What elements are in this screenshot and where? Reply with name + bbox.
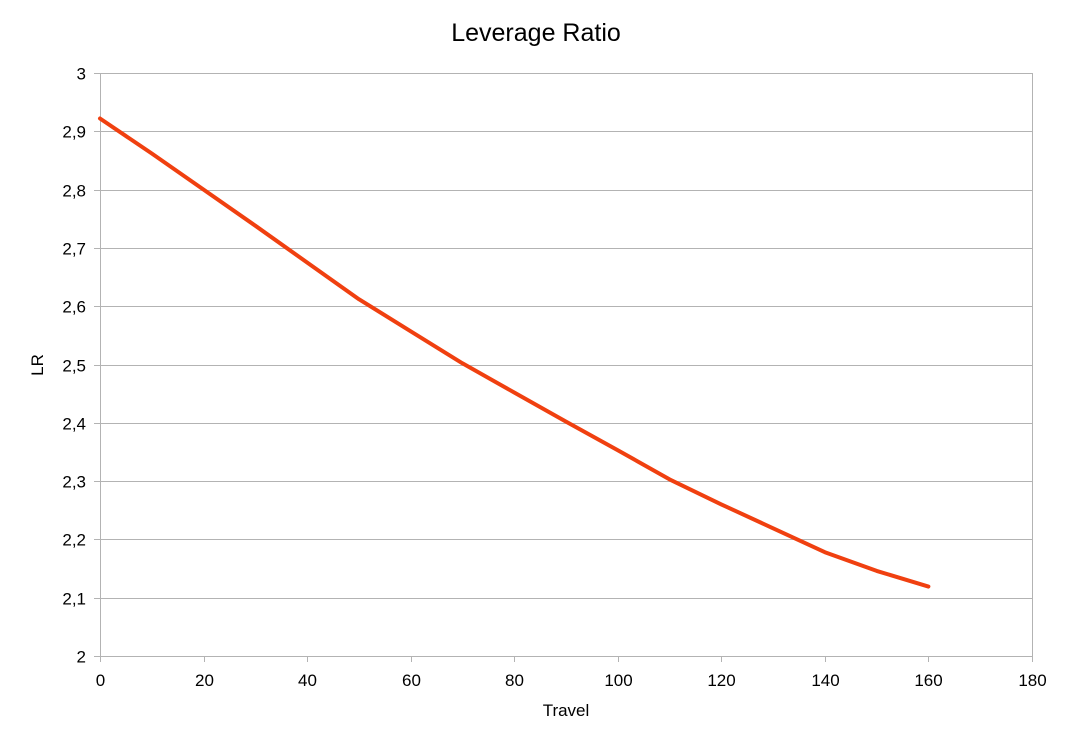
plot-area — [100, 73, 1033, 662]
x-tick-label: 140 — [811, 671, 839, 690]
x-tick-label: 60 — [402, 671, 421, 690]
y-tick-label: 2,3 — [62, 473, 86, 492]
series-line-leverage-ratio — [98, 116, 931, 589]
x-axis-title: Travel — [543, 701, 590, 720]
y-tick-label: 3 — [77, 65, 86, 84]
series-layer — [98, 116, 931, 589]
y-tick-label: 2,7 — [62, 240, 86, 259]
y-tick-label: 2,1 — [62, 590, 86, 609]
x-tick-label: 180 — [1018, 671, 1046, 690]
y-tick-label: 2,6 — [62, 298, 86, 317]
y-tick-label: 2,2 — [62, 531, 86, 550]
x-tick-label: 20 — [195, 671, 214, 690]
x-tick-label: 160 — [914, 671, 942, 690]
y-axis-title: LR — [28, 354, 47, 376]
y-tick-label: 2 — [77, 648, 86, 667]
chart-title: Leverage Ratio — [451, 19, 621, 47]
x-axis-ticks: 0 20 40 60 80 100 120 140 160 180 — [96, 656, 1047, 690]
x-tick-label: 80 — [505, 671, 524, 690]
x-tick-label: 120 — [707, 671, 735, 690]
y-tick-label: 2,9 — [62, 123, 86, 142]
x-tick-label: 0 — [96, 671, 105, 690]
y-tick-label: 2,5 — [62, 357, 86, 376]
x-tick-label: 100 — [604, 671, 632, 690]
x-tick-label: 40 — [298, 671, 317, 690]
y-tick-label: 2,8 — [62, 182, 86, 201]
y-axis-ticks: 2 2,1 2,2 2,3 2,4 2,5 2,6 2,7 2,8 2,9 3 — [62, 65, 100, 667]
y-tick-label: 2,4 — [62, 415, 86, 434]
